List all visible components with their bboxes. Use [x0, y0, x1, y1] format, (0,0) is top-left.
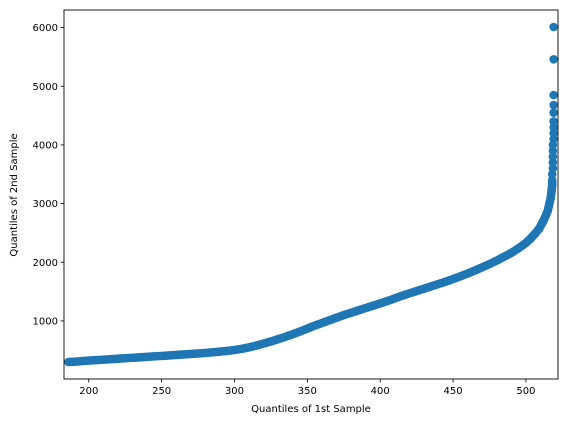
- y-tick-label: 4000: [33, 140, 58, 151]
- data-point: [549, 22, 558, 32]
- data-point: [549, 54, 558, 64]
- y-axis-label: Quantiles of 2nd Sample: [9, 133, 20, 256]
- y-tick-label: 1000: [33, 316, 58, 327]
- y-tick-label: 5000: [33, 82, 58, 93]
- data-point: [549, 117, 558, 126]
- y-axis-ticks: 1000 2000 3000 4000 5000 6000: [33, 23, 64, 327]
- x-tick-label: 500: [516, 386, 535, 397]
- x-tick-label: 450: [444, 386, 463, 397]
- data-point: [549, 90, 558, 100]
- x-axis-ticks: 200 250 300 350 400 450 500: [79, 379, 535, 397]
- x-axis-label: Quantiles of 1st Sample: [251, 404, 371, 415]
- x-tick-label: 300: [225, 386, 244, 397]
- data-markers: [64, 22, 558, 367]
- axes-frame: [63, 9, 559, 380]
- x-tick-label: 350: [298, 386, 317, 397]
- y-tick-label: 6000: [33, 23, 58, 34]
- data-point: [549, 108, 558, 117]
- x-tick-label: 400: [371, 386, 390, 397]
- y-tick-label: 3000: [33, 199, 58, 210]
- y-tick-label: 2000: [33, 258, 58, 269]
- x-tick-label: 250: [152, 386, 171, 397]
- x-tick-label: 200: [79, 386, 98, 397]
- data-point: [549, 100, 558, 110]
